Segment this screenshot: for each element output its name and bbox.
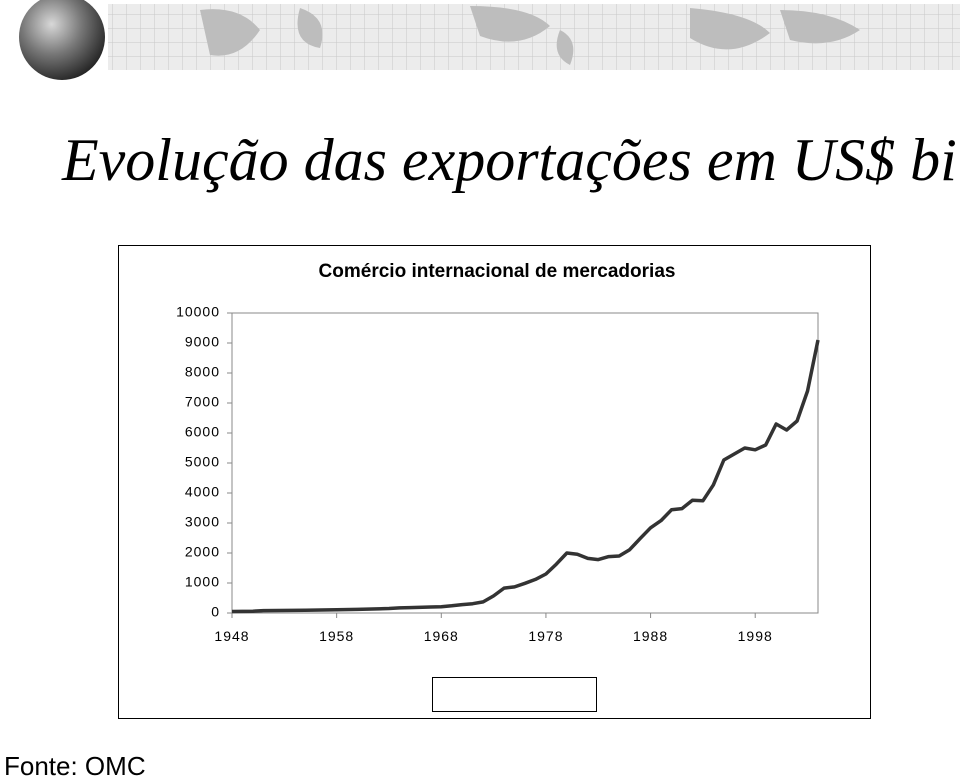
y-tick-label: 7000 [185,394,220,410]
x-tick-label: 1978 [528,628,563,644]
source: Fonte: OMC [4,751,146,781]
chart-title: Comércio internacional de mercadorias [319,261,676,282]
chart-frame [118,245,871,719]
x-tick-label: 1968 [424,628,459,644]
x-tick-label: 1988 [633,628,668,644]
slide-title: Evolução das exportações em US$ bi [61,127,957,193]
y-tick-label: 4000 [185,484,220,500]
x-tick-label: 1948 [214,628,249,644]
y-tick-label: 1000 [185,574,220,590]
plot: 0 1000 2000 3000 4000 5000 6000 7000 8000 9000 100… [176,304,820,701]
y-tick-label: 9000 [185,334,220,350]
y-tick-label: 10000 [176,304,220,320]
header-banner [19,0,960,80]
y-tick-label: 0 [211,604,220,620]
y-tick-label: 3000 [185,514,220,530]
y-tick-label: 8000 [185,364,220,380]
x-tick-label: 1998 [738,628,773,644]
x-tick-label: 1958 [319,628,354,644]
y-tick-label: 2000 [185,544,220,560]
legend [432,677,597,712]
y-tick-label: 5000 [185,454,220,470]
data-line [231,339,820,614]
y-tick-label: 6000 [185,424,220,440]
